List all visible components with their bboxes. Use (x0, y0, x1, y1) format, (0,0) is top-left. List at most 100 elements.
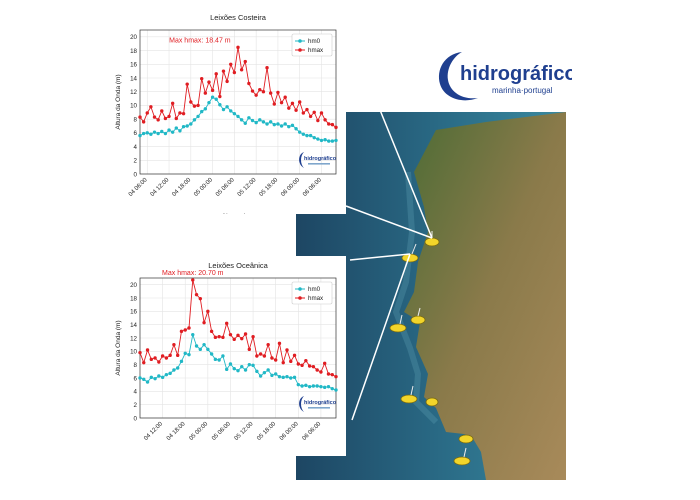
y-tick-label: 20 (130, 34, 137, 41)
connector-line-oceanica-2 (351, 253, 411, 421)
data-point-hmax (170, 101, 175, 106)
data-point-hmax (214, 72, 218, 76)
data-point-hmax (232, 70, 237, 75)
data-point-hmax (194, 292, 199, 297)
data-point-hm0 (315, 384, 319, 388)
data-point-hmax (330, 122, 335, 127)
data-point-hm0 (194, 344, 199, 348)
data-point-hmax (270, 356, 274, 360)
data-point-hm0 (142, 377, 146, 382)
y-tick-label: 18 (130, 295, 137, 302)
data-point-hmax (285, 348, 289, 352)
data-point-hm0 (281, 375, 285, 380)
data-point-hmax (156, 118, 160, 122)
data-point-hm0 (187, 352, 191, 357)
data-point-hmax (330, 372, 334, 377)
data-point-hm0 (247, 362, 252, 367)
data-point-hmax (258, 352, 263, 356)
data-point-hmax (209, 329, 214, 334)
data-point-hm0 (236, 114, 240, 119)
data-point-hmax (266, 342, 270, 347)
y-tick-label: 2 (134, 402, 138, 409)
logo-name: hidrográfico (460, 63, 572, 85)
data-point-hm0 (308, 133, 313, 138)
data-point-hmax (294, 108, 298, 112)
data-point-hm0 (240, 364, 244, 369)
data-point-hm0 (224, 367, 229, 372)
data-point-hm0 (178, 129, 182, 133)
data-point-hmax (292, 353, 297, 358)
data-point-hmax (239, 68, 244, 72)
data-point-hmax (273, 358, 278, 362)
data-point-hmax (167, 114, 171, 119)
data-point-hmax (326, 372, 331, 376)
data-point-hmax (218, 94, 222, 99)
data-point-hm0 (160, 375, 165, 380)
y-axis-label: Altura da Onda (m) (115, 74, 122, 129)
watermark-logo-underline (308, 407, 330, 409)
chart-leixoes-oceanica: Leixões Oceânica 0 2 4 6 8 10 12 14 16 18 20 04 12:0… (110, 256, 346, 456)
max-annotation: Max hmax: 20.70 m (162, 270, 224, 277)
y-tick-label: 0 (134, 171, 138, 178)
data-point-hmax (290, 101, 295, 106)
data-point-hm0 (145, 131, 149, 135)
y-tick-label: 4 (134, 144, 138, 151)
data-point-hmax (142, 360, 146, 365)
data-point-hmax (141, 120, 146, 124)
legend-label-hmax: hmax (308, 295, 324, 302)
data-point-hmax (145, 348, 150, 352)
data-point-hmax (265, 66, 269, 70)
data-point-hmax (307, 364, 312, 368)
data-point-hmax (183, 328, 187, 332)
data-point-hm0 (334, 388, 338, 392)
data-point-hmax (334, 374, 338, 379)
data-point-hmax (178, 111, 182, 115)
data-point-hmax (272, 102, 276, 106)
data-point-hmax (152, 115, 157, 119)
data-point-hmax (225, 79, 229, 84)
data-point-hmax (323, 118, 327, 122)
data-point-hmax (236, 333, 240, 338)
data-point-hm0 (181, 124, 186, 129)
data-point-hm0 (305, 133, 309, 138)
data-point-hmax (254, 93, 258, 97)
iberia-land (404, 112, 566, 480)
data-point-hm0 (298, 130, 302, 134)
data-point-hm0 (172, 368, 176, 372)
data-point-hmax (224, 321, 229, 326)
chart-title: Leixões Oceânica (208, 261, 268, 270)
connector-line-oceanica (349, 253, 411, 261)
data-point-hmax (145, 111, 149, 115)
data-point-hmax (213, 335, 218, 340)
y-tick-label: 12 (130, 335, 137, 342)
data-point-hm0 (207, 100, 211, 105)
data-point-hm0 (232, 111, 237, 116)
data-point-hmax (175, 353, 180, 358)
data-point-hm0 (175, 366, 180, 370)
y-tick-label: 8 (134, 362, 138, 369)
y-tick-label: 10 (130, 103, 137, 110)
data-point-hmax (153, 356, 157, 360)
y-tick-label: 14 (130, 322, 137, 329)
data-point-hmax (243, 332, 248, 336)
data-point-hm0 (170, 130, 175, 134)
connector-line-costeira (379, 109, 433, 239)
data-point-hm0 (213, 357, 218, 362)
data-point-hm0 (279, 124, 284, 128)
data-point-hm0 (268, 120, 273, 124)
data-point-hmax (315, 368, 319, 372)
data-point-hmax (258, 87, 262, 92)
data-point-hmax (262, 354, 267, 358)
data-point-hmax (243, 59, 247, 64)
data-point-hmax (296, 362, 301, 366)
data-point-hmax (206, 309, 210, 314)
data-point-hmax (174, 116, 178, 121)
data-point-hm0 (319, 384, 323, 389)
data-point-hm0 (163, 131, 168, 136)
hidrografico-logo: hidrográfico marinha·portugal (438, 52, 572, 101)
data-point-hmax (261, 90, 266, 94)
data-point-hmax (168, 353, 172, 358)
data-point-hmax (149, 357, 154, 362)
y-tick-label: 10 (130, 349, 137, 356)
data-point-hm0 (326, 384, 331, 389)
